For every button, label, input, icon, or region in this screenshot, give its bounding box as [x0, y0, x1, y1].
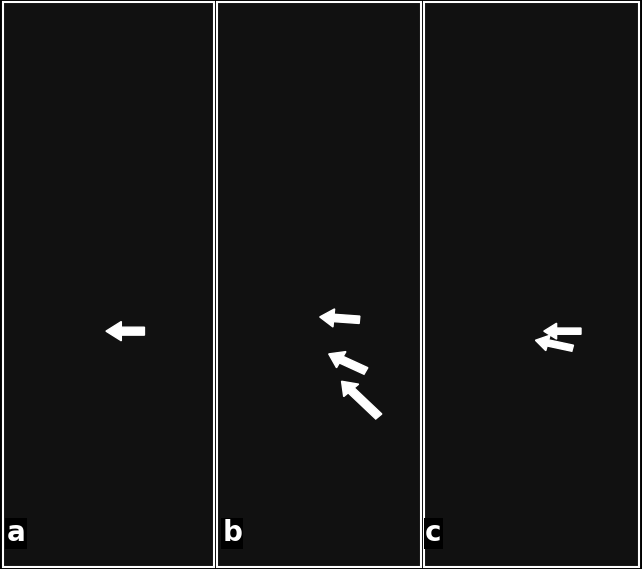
- FancyArrow shape: [320, 309, 360, 327]
- FancyArrow shape: [544, 323, 581, 339]
- Text: a: a: [6, 519, 25, 547]
- Bar: [424, 2, 639, 567]
- Text: c: c: [425, 519, 442, 547]
- Bar: [217, 2, 421, 567]
- FancyArrow shape: [535, 335, 573, 351]
- Text: b: b: [222, 519, 242, 547]
- FancyArrow shape: [342, 381, 382, 419]
- FancyArrow shape: [106, 321, 144, 341]
- Bar: [3, 2, 214, 567]
- FancyArrow shape: [329, 352, 368, 374]
